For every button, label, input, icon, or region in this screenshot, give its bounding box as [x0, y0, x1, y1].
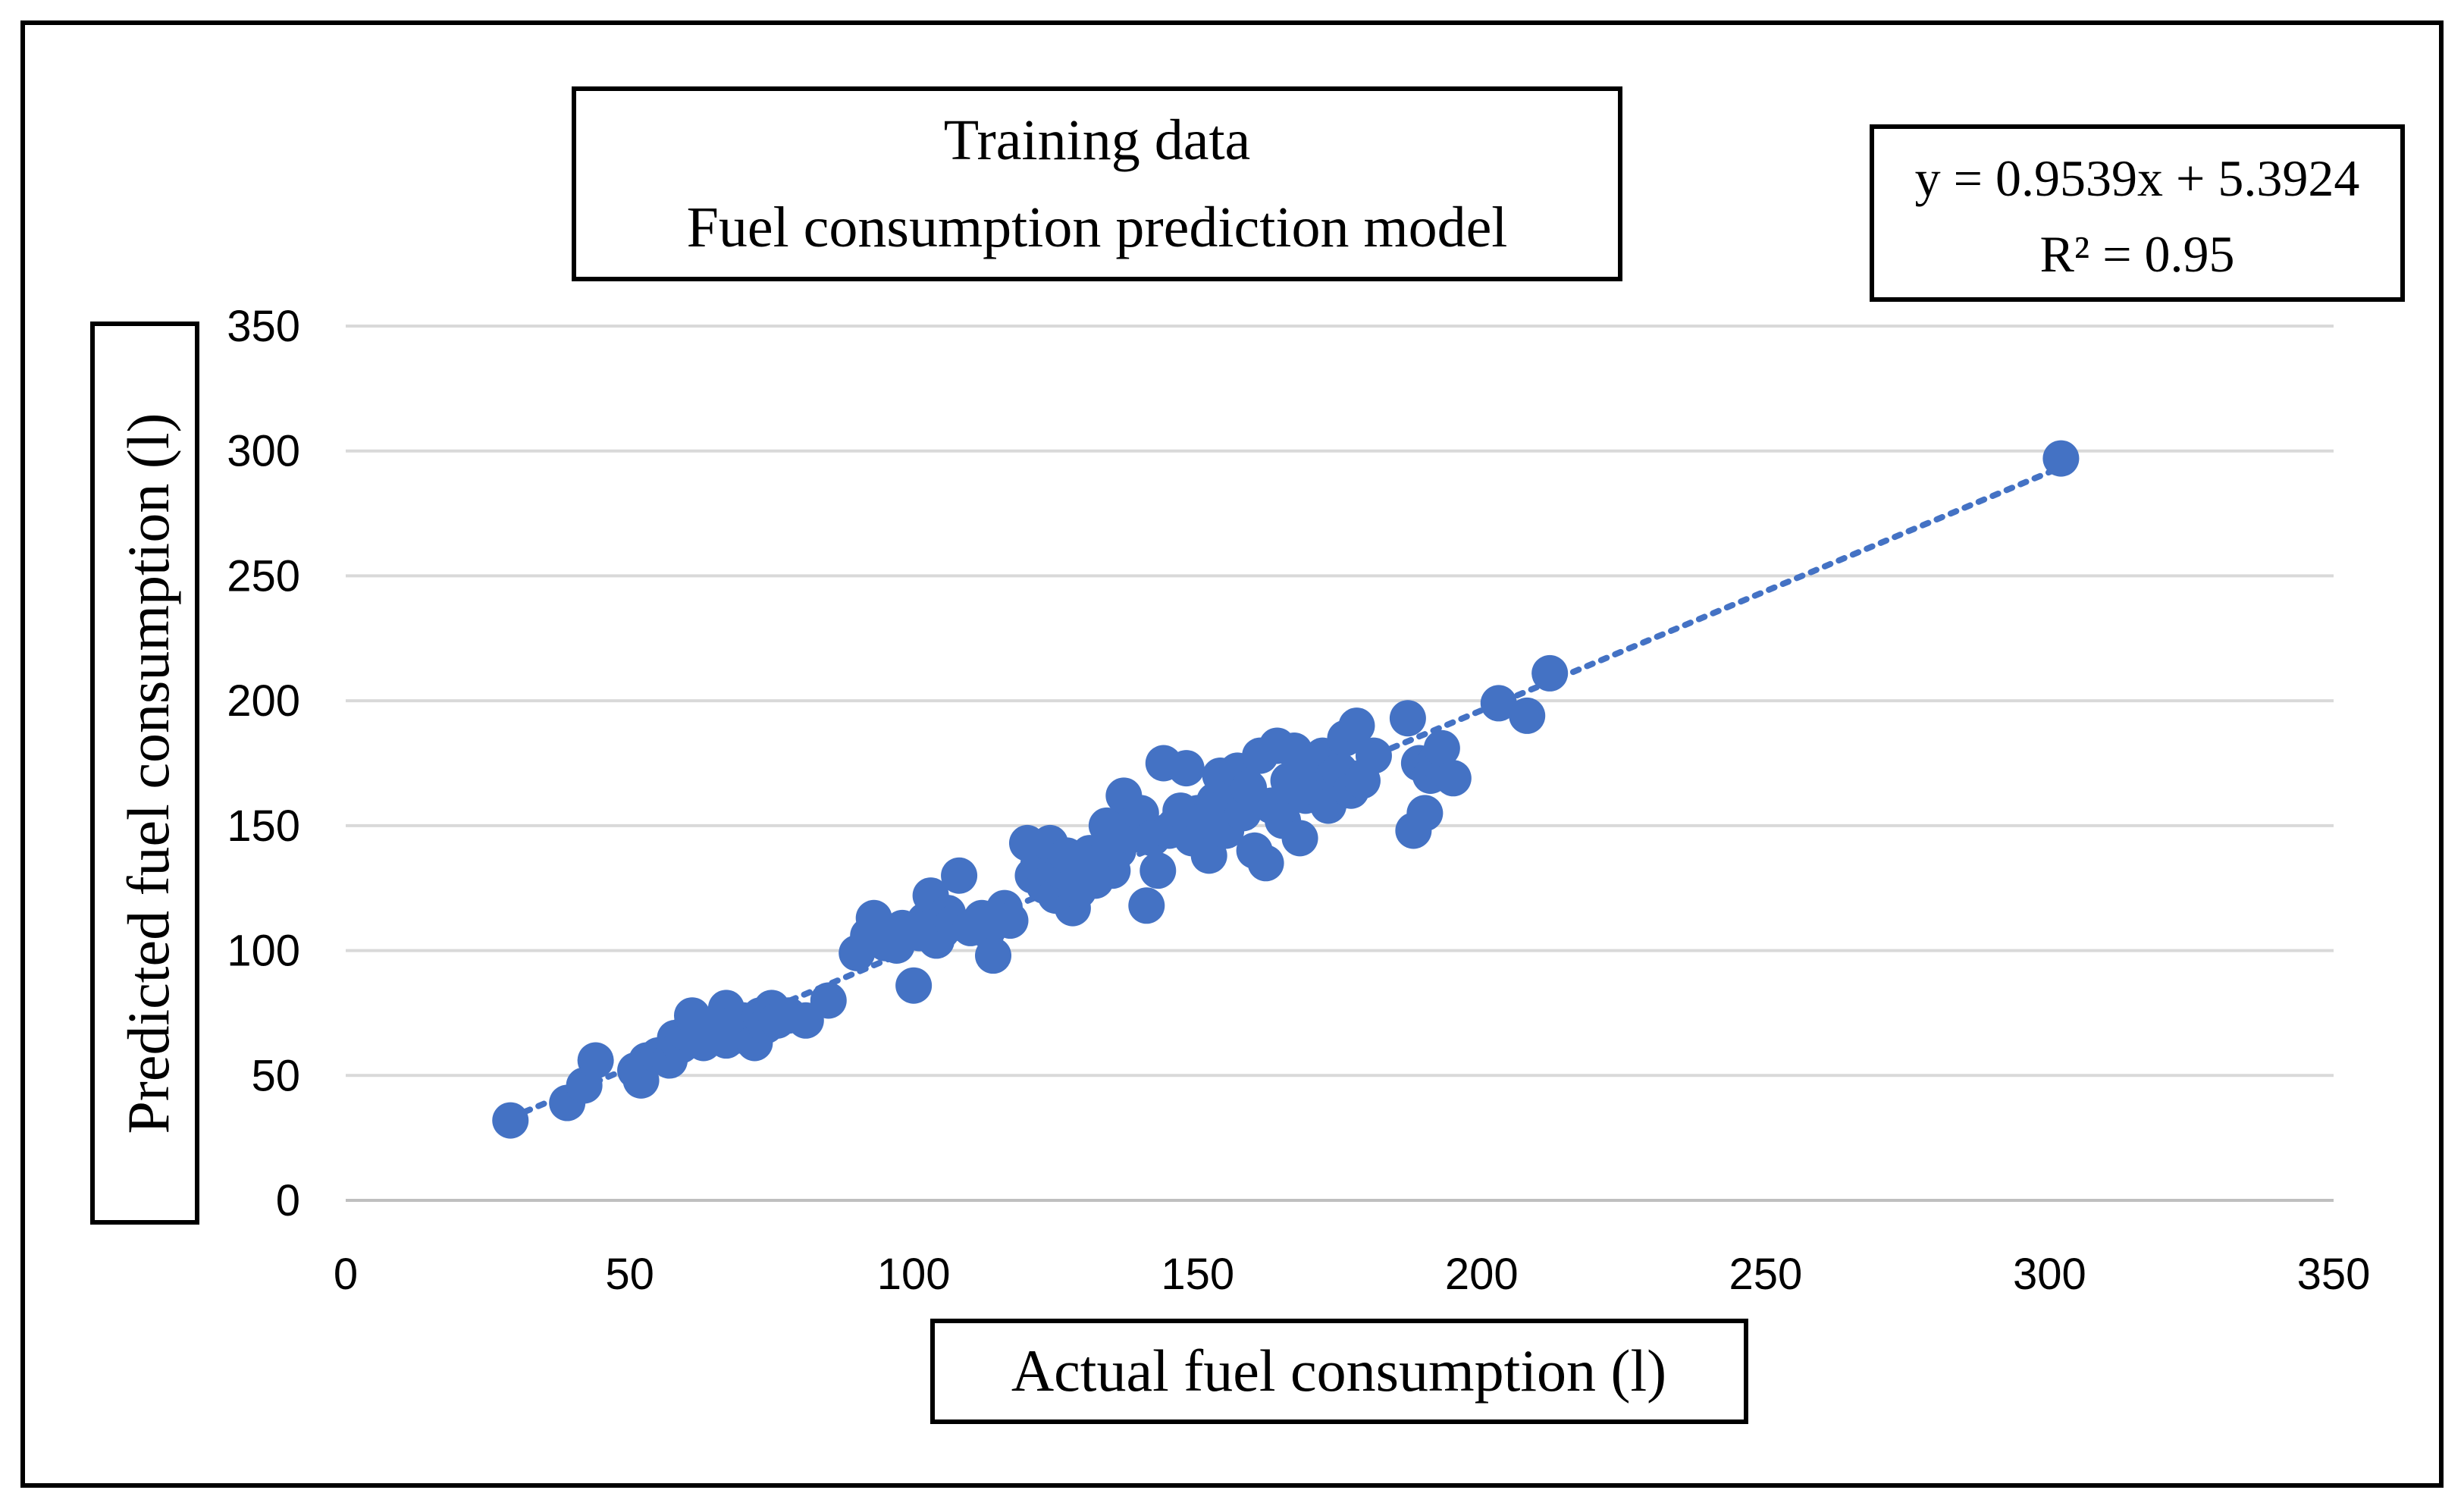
scatter-point: [975, 937, 1012, 974]
scatter-point: [492, 1102, 529, 1139]
x-tick-label: 250: [1729, 1250, 1802, 1299]
scatter-point: [895, 967, 933, 1004]
y-tick-label: 0: [276, 1176, 300, 1225]
y-tick-label: 100: [227, 927, 300, 976]
scatter-point: [992, 902, 1029, 940]
y-tick-label: 350: [227, 302, 300, 351]
r-squared-text: R² = 0.95: [2039, 225, 2234, 283]
y-tick-label: 50: [251, 1051, 300, 1100]
scatter-point: [1509, 697, 1546, 734]
y-tick-label: 200: [227, 676, 300, 726]
x-tick-label: 50: [605, 1250, 654, 1299]
scatter-point: [1281, 820, 1318, 857]
title-box: [572, 86, 1622, 281]
x-tick-label: 200: [1445, 1250, 1519, 1299]
scatter-point: [941, 857, 978, 894]
gridlines: [346, 325, 2334, 1202]
equation-box: [1870, 124, 2405, 302]
x-tick-label: 300: [2013, 1250, 2086, 1299]
y-tick-label: 250: [227, 551, 300, 601]
chart-title-line-2: Fuel consumption prediction model: [687, 196, 1508, 259]
y-tick-label: 150: [227, 801, 300, 851]
scatter-point: [1480, 685, 1517, 722]
y-tick-labels: 0 50 100 150 200 250 300 350: [227, 302, 300, 1225]
x-axis-label-box: [930, 1319, 1748, 1424]
equation-text: y = 0.9539x + 5.3924: [1915, 149, 2360, 207]
scatter-point: [1389, 700, 1426, 737]
y-axis-label-box: [90, 322, 199, 1225]
y-axis-label: Predicted fuel consumption (l): [115, 413, 181, 1134]
scatter-points: [492, 440, 2080, 1139]
chart-title-line-1: Training data: [944, 108, 1251, 172]
scatter-point: [1128, 887, 1165, 924]
scatter-point: [1140, 852, 1177, 889]
x-tick-label: 0: [334, 1250, 358, 1299]
x-axis-label: Actual fuel consumption (l): [1011, 1338, 1666, 1404]
scatter-point: [1338, 707, 1375, 745]
scatter-point: [1168, 750, 1205, 787]
x-tick-labels: 0 50 100 150 200 250 300 350: [334, 1250, 2371, 1299]
scatter-point: [1247, 845, 1284, 882]
scatter-point: [1434, 760, 1472, 797]
x-tick-label: 100: [877, 1250, 951, 1299]
scatter-point: [1423, 729, 1460, 767]
y-tick-label: 300: [227, 427, 300, 476]
scatter-point: [1355, 737, 1392, 774]
scatter-point: [810, 982, 847, 1019]
scatter-point: [1531, 654, 1569, 692]
scatter-point: [2042, 440, 2080, 477]
scatter-point: [1406, 795, 1444, 832]
x-tick-label: 150: [1161, 1250, 1234, 1299]
x-tick-label: 350: [2297, 1250, 2371, 1299]
scatter-point: [577, 1042, 614, 1079]
